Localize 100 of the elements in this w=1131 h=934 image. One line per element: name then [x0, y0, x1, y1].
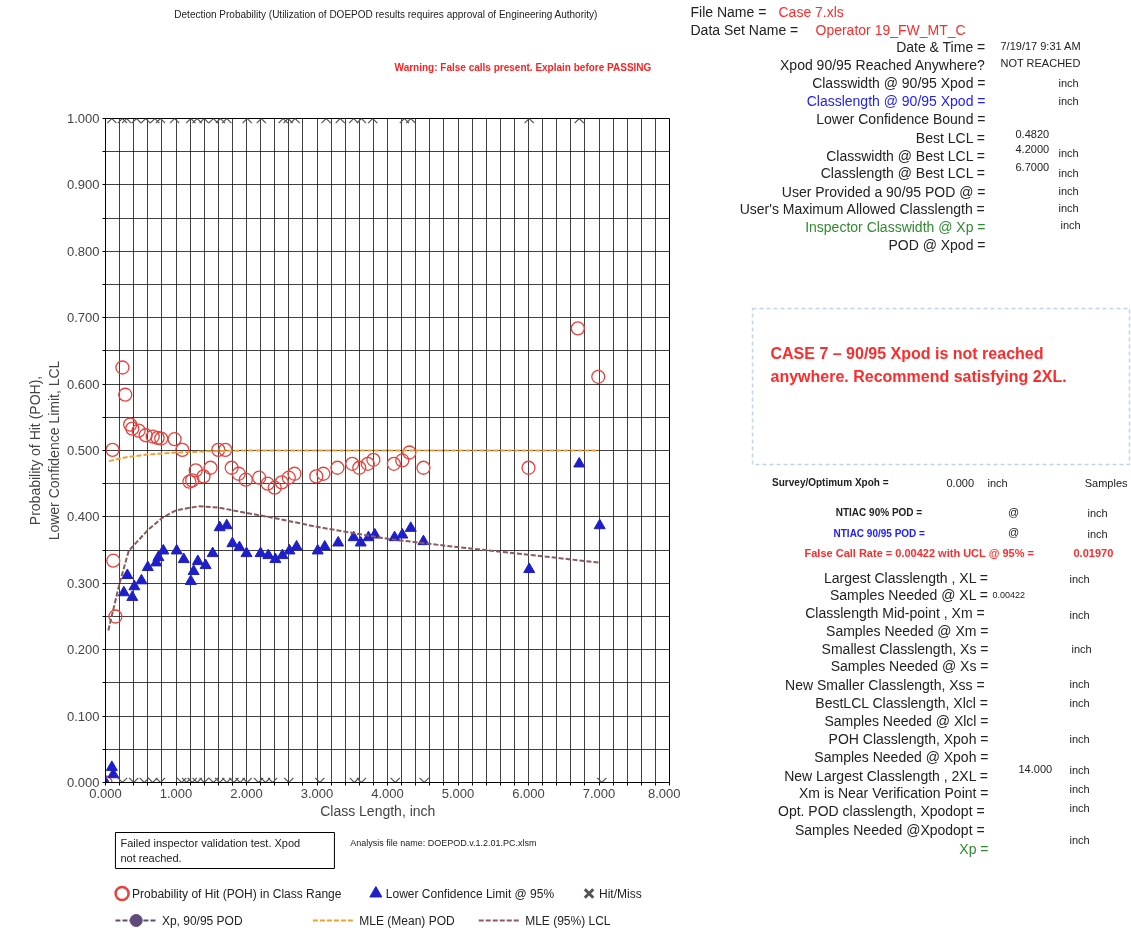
text: inch	[1058, 94, 1079, 107]
y-tick-label: 0.900	[66, 177, 100, 193]
text: User Provided a 90/95 POD @ =	[781, 183, 986, 200]
text: Failed inspector validation test. Xpod not reached.	[120, 836, 301, 865]
text: inch	[1058, 146, 1079, 159]
text: Operator 19_FW_MT_C	[815, 21, 966, 38]
text: Largest Classlength , XL =	[823, 569, 988, 586]
text: inch	[1071, 642, 1092, 655]
text: Classlength Mid-point , Xm =	[805, 604, 985, 621]
text: 0.01970	[1073, 546, 1114, 559]
text: Samples Needed @ Xm =	[826, 622, 989, 639]
x-tick-label: 7.000	[582, 785, 616, 801]
text: Date & Time =	[896, 38, 986, 55]
y-tick-label: 0.300	[66, 575, 100, 591]
x-tick-label: 3.000	[300, 785, 334, 801]
text: inch	[1069, 572, 1090, 585]
text: CASE 7 – 90/95 Xpod is not reached anywhere. Recommend satisfying 2XL.	[770, 344, 1067, 386]
text: POD @ Xpod =	[888, 236, 986, 253]
text: Xpod 90/95 Reached Anywhere?	[780, 56, 985, 73]
text: File Name =	[690, 3, 767, 20]
y-tick-label: 1.000	[66, 111, 100, 126]
text: Smallest Classlength, Xs =	[821, 640, 989, 657]
text: inch	[1069, 801, 1090, 814]
y-tick-label: 0.100	[66, 708, 100, 724]
text: NOT REACHED	[1000, 56, 1081, 69]
text: NTIAC 90% POD =	[835, 507, 923, 518]
text: inch	[1087, 506, 1108, 519]
text: BestLCL Classlength, Xlcl =	[815, 694, 988, 711]
text: Warning: False calls present. Explain before PASSING	[394, 62, 652, 73]
text: 4.2000	[1015, 142, 1050, 155]
text: 0.000	[946, 476, 975, 489]
text: Classwidth @ 90/95 Xpod =	[812, 74, 986, 91]
y-tick-label: 0.200	[66, 642, 100, 658]
text: 14.000	[1018, 762, 1053, 775]
y-tick-label: 0.000	[66, 775, 100, 790]
text: Case 7.xls	[778, 3, 844, 20]
text: 6.7000	[1015, 160, 1050, 173]
legend-label: Lower Confidence Limit @ 95%	[385, 886, 555, 901]
text: Best LCL =	[915, 129, 985, 146]
legend-label: MLE (95%) LCL	[525, 913, 611, 928]
text: inch	[1069, 696, 1090, 709]
y-axis-title: Probability of Hit (POH), Lower Confidence Limit, LCL	[26, 360, 62, 541]
text: inch	[1058, 166, 1079, 179]
x-tick-label: 4.000	[371, 785, 404, 801]
chart-title: Detection Probability (Utilization of DOEPOD results requires approval of Engineering Authority)	[174, 9, 598, 20]
text: inch	[1069, 833, 1090, 846]
x-tick-label: 2.000	[230, 785, 263, 801]
x-tick-label: 5.000	[441, 785, 475, 801]
text: 7/19/17 9:31 AM	[1000, 39, 1081, 52]
text: inch	[987, 476, 1008, 489]
text: Samples Needed @ XL =	[829, 586, 988, 603]
text: inch	[1069, 677, 1090, 690]
text: @	[1007, 505, 1020, 518]
text: inch	[1069, 608, 1090, 621]
text: Samples Needed @Xpodopt =	[794, 821, 985, 838]
text: Xm is Near Verification Point =	[799, 784, 989, 801]
y-tick-label: 0.500	[66, 443, 100, 458]
text: Classlength @ Best LCL =	[820, 164, 985, 181]
text: New Largest Classlength , 2XL =	[784, 767, 988, 784]
text: Lower Confidence Bound =	[816, 110, 986, 127]
text: False Call Rate = 0.00422 with UCL @ 95% =	[804, 546, 1034, 559]
text: Analysis file name: DOEPOD.v.1.2.01.PC.xlsm	[350, 837, 537, 848]
text: 0.00422	[992, 589, 1026, 600]
text: inch	[1069, 732, 1090, 745]
text: Inspector Classwidth @ Xp =	[805, 218, 986, 235]
legend-label: Xp, 90/95 POD	[161, 913, 243, 928]
text: Opt. POD classlength, Xpodopt =	[777, 802, 985, 819]
legend-label: Probability of Hit (POH) in Class Range	[132, 886, 342, 901]
text: 0.4820	[1015, 127, 1050, 140]
text: inch	[1058, 184, 1079, 197]
text: inch	[1069, 763, 1090, 776]
text: Samples Needed @ Xlcl =	[824, 712, 989, 729]
text: User's Maximum Allowed Classlength =	[739, 200, 985, 217]
x-tick-label: 1.000	[159, 785, 193, 801]
x-axis-title: Class Length, inch	[320, 802, 436, 819]
text: inch	[1058, 201, 1079, 214]
legend-label: Hit/Miss	[599, 886, 642, 901]
text: New Smaller Classlength, Xss =	[785, 676, 985, 693]
text: Classwidth @ Best LCL =	[826, 147, 985, 164]
text: Samples	[1084, 476, 1128, 489]
text: inch	[1060, 218, 1081, 231]
text: inch	[1069, 782, 1090, 795]
text: Samples Needed @ Xs =	[830, 657, 989, 674]
text: NTIAC 90/95 POD =	[833, 528, 926, 539]
text: Classlength @ 90/95 Xpod =	[806, 92, 986, 109]
text: POH Classlength, Xpoh =	[828, 730, 989, 747]
text: Data Set Name =	[690, 21, 799, 38]
x-tick-label: 6.000	[512, 785, 545, 801]
x-tick-label: 8.000	[647, 785, 681, 801]
text: inch	[1087, 527, 1108, 540]
y-tick-label: 0.800	[66, 243, 100, 259]
text: Samples Needed @ Xpoh =	[814, 748, 989, 765]
text: inch	[1058, 76, 1079, 89]
y-tick-label: 0.600	[66, 376, 100, 392]
y-tick-label: 0.400	[66, 509, 100, 525]
text: @	[1007, 525, 1020, 538]
y-tick-label: 0.700	[66, 310, 100, 326]
legend-label: MLE (Mean) POD	[359, 913, 455, 928]
text: Survey/Optimum Xpoh =	[772, 477, 889, 488]
text: Xp =	[959, 840, 989, 857]
